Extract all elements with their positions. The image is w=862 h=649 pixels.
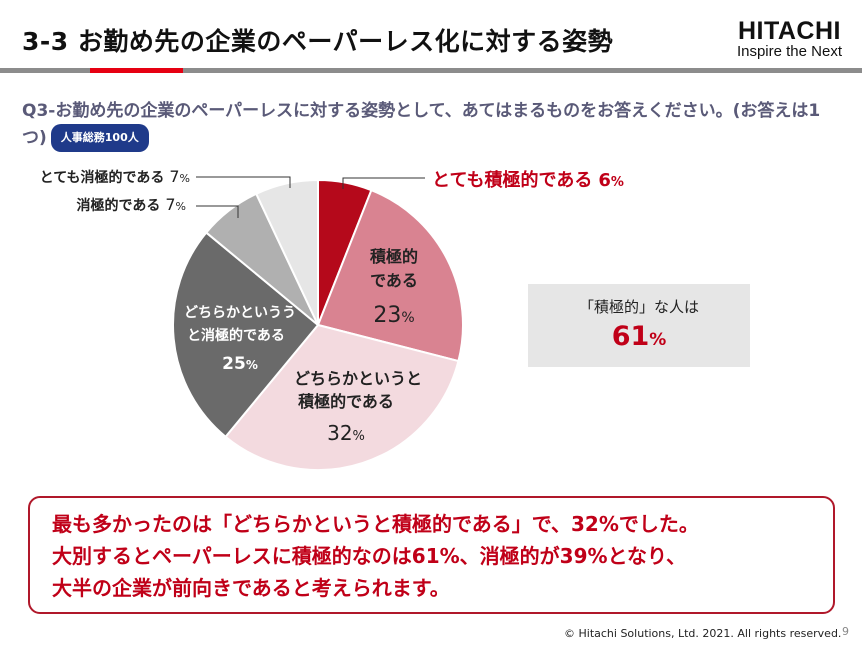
summary-line-2: 大別するとペーパーレスに積極的なのは61%、消極的が39%となり、 [52,544,687,568]
leader-line-negative [196,205,239,218]
label-negative: 消極的である 7% [76,195,186,214]
copyright: © Hitachi Solutions, Ltd. 2021. All righ… [564,627,842,640]
label-somewhat-positive-value: 32% [327,421,365,445]
page-number: 9 [842,625,849,638]
label-somewhat-positive-line1: どちらかというと [294,369,422,388]
page-title: 3-3 お勤め先の企業のペーパーレス化に対する姿勢 [22,27,614,56]
pie-slice-positive [316,188,464,363]
summary-box: 最も多かったのは「どちらかというと積極的である」で、32%でした。 大別するとペ… [28,496,835,614]
positive-total-callout: 「積極的」な人は 61% [528,284,750,367]
label-positive-line1: 積極的 [369,247,418,266]
label-positive-line2: である [370,271,418,290]
respondent-badge: 人事総務100人 [50,124,149,152]
summary-line-3: 大半の企業が前向きであると考えられます。 [52,576,450,600]
label-somewhat-negative-line2: と消極的である [187,327,285,344]
pie-slice-very-negative [254,178,319,326]
summary-line-1: 最も多かったのは「どちらかというと積極的である」で、32%でした。 [52,512,699,536]
label-positive-value: 23% [373,303,414,328]
callout-value: 61% [611,321,667,352]
logo-tagline: Inspire the Next [736,43,842,60]
label-somewhat-negative-value: 25% [222,354,258,374]
leader-lines [196,176,425,218]
header-accent [90,68,183,73]
label-somewhat-positive-line2: 積極的である [297,392,394,411]
callout-caption: 「積極的」な人は [578,298,699,316]
pie-slice-somewhat-negative [172,231,320,439]
logo-brand: HITACHI [737,17,841,45]
leader-line-very-positive [342,177,425,189]
header-divider [0,68,862,73]
hitachi-logo: HITACHI Inspire the Next [737,18,842,60]
question-text: Q3-お勤め先の企業のペーパーレスに対する姿勢として、あてはまるものをお答えくだ… [22,98,822,152]
label-somewhat-negative-line1: どちらかというう [184,305,296,321]
label-very-positive: とても積極的である 6% [432,169,624,191]
label-very-negative: とても消極的である 7% [40,167,190,186]
leader-line-very-negative [196,176,291,188]
question-body: Q3-お勤め先の企業のペーパーレスに対する姿勢として、あてはまるものをお答えくだ… [22,101,821,148]
pie-slices [172,178,464,471]
pie-slice-somewhat-positive [224,323,460,471]
